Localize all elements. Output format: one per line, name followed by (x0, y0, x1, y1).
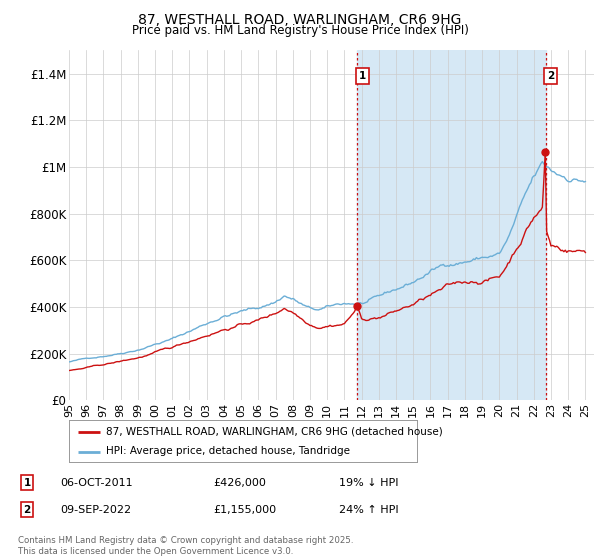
Text: 19% ↓ HPI: 19% ↓ HPI (339, 478, 398, 488)
Text: 24% ↑ HPI: 24% ↑ HPI (339, 505, 398, 515)
Text: 09-SEP-2022: 09-SEP-2022 (60, 505, 131, 515)
Text: 87, WESTHALL ROAD, WARLINGHAM, CR6 9HG (detached house): 87, WESTHALL ROAD, WARLINGHAM, CR6 9HG (… (106, 427, 442, 437)
Bar (358, 50, 545, 400)
Text: HPI: Average price, detached house, Tandridge: HPI: Average price, detached house, Tand… (106, 446, 350, 456)
Text: £426,000: £426,000 (213, 478, 266, 488)
Text: Contains HM Land Registry data © Crown copyright and database right 2025.
This d: Contains HM Land Registry data © Crown c… (18, 536, 353, 556)
Text: 1: 1 (23, 478, 31, 488)
Text: 87, WESTHALL ROAD, WARLINGHAM, CR6 9HG: 87, WESTHALL ROAD, WARLINGHAM, CR6 9HG (139, 13, 461, 27)
Text: £1,155,000: £1,155,000 (213, 505, 276, 515)
Text: 1: 1 (359, 71, 366, 81)
Text: Price paid vs. HM Land Registry's House Price Index (HPI): Price paid vs. HM Land Registry's House … (131, 24, 469, 37)
Text: 2: 2 (547, 71, 554, 81)
Text: 06-OCT-2011: 06-OCT-2011 (60, 478, 133, 488)
Text: 2: 2 (23, 505, 31, 515)
